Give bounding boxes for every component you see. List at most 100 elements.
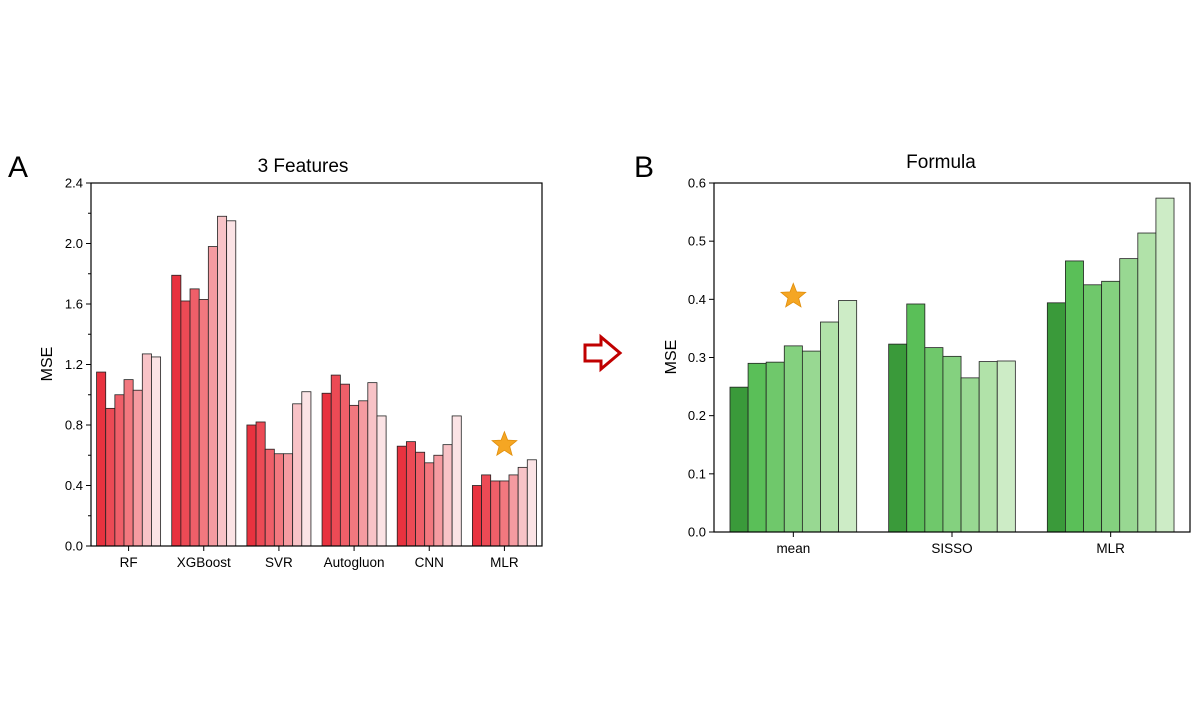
panel-a-bar-cnn-7 (451, 415, 462, 547)
panel-a-bar-autogluon-4 (349, 404, 360, 547)
panel-a-bar-svr-3 (264, 448, 275, 547)
panel-a-y-tick-label: 0.4 (65, 478, 83, 493)
panel-a-y-tick-label: 0.0 (65, 539, 83, 554)
panel-a-bar-cnn-3 (415, 451, 426, 547)
panel-a-bar-rf-5 (132, 389, 143, 547)
panel-a-title: 3 Features (258, 156, 349, 177)
panel-a-bar-mlr-6 (517, 466, 528, 547)
panel-a-bar-xgboost-7 (226, 220, 237, 547)
panel-b-y-tick-label: 0.0 (688, 525, 706, 540)
panel-b-plot-area: mean SISSO MLR 0.0 0.1 0.2 0.3 0.4 0.5 0.6 (688, 176, 1191, 556)
panel-b-bar-mlr-5 (1119, 258, 1139, 533)
panel-a-bar-rf-4 (123, 379, 134, 547)
panel-b-bar-mean-2 (747, 362, 767, 533)
panel-b-bar-mean-7 (838, 300, 858, 533)
panel-a-bar-rf-7 (151, 356, 162, 547)
panel-a-bar-autogluon-1 (321, 392, 332, 547)
panel-b-bar-sisso-3 (924, 347, 944, 533)
panel-a-bar-xgboost-3 (189, 288, 200, 547)
panel-a-letter: A (8, 151, 28, 184)
panel-b-title: Formula (906, 152, 976, 173)
panel-a-bar-mlr-2 (481, 474, 492, 547)
panel-a-bar-rf-6 (141, 353, 152, 547)
panel-b-y-tick-label: 0.5 (688, 234, 706, 249)
panel-a-bar-svr-7 (301, 391, 312, 547)
panel-a-bar-xgboost-2 (180, 300, 191, 547)
panel-a-x-tick-label: XGBoost (177, 555, 231, 570)
panel-b-bar-mlr-2 (1065, 260, 1084, 533)
panel-a-bar-svr-1 (246, 424, 257, 547)
panel-b-y-tick-label: 0.6 (688, 176, 706, 191)
star-icon (779, 282, 807, 308)
panel-a-bar-rf-2 (105, 407, 116, 547)
panel-b-x-tick-label: SISSO (931, 541, 972, 556)
panel-a-bar-rf-1 (96, 371, 107, 547)
panel-b-bar-mean-4 (783, 345, 803, 533)
panel-a-y-tick-label: 1.2 (65, 357, 83, 372)
panel-a-bar-autogluon-5 (358, 400, 369, 547)
panel-a-bar-cnn-5 (433, 454, 444, 547)
panel-a-bar-xgboost-4 (198, 299, 209, 547)
star-icon (491, 430, 518, 457)
panel-b-bar-mlr-6 (1137, 232, 1157, 533)
panel-a-x-tick-label: CNN (415, 555, 444, 570)
panel-b-bar-sisso-5 (960, 377, 980, 533)
panel-a-y-axis-label: MSE (39, 347, 56, 382)
panel-b-letter: B (634, 151, 654, 184)
panel-a-bar-xgboost-1 (171, 274, 182, 547)
panel-b-bar-sisso-2 (906, 303, 926, 533)
panel-b-bar-mlr-7 (1155, 197, 1175, 533)
right-arrow-icon (583, 333, 623, 373)
panel-a-y-tick-label: 2.4 (65, 176, 83, 191)
panel-a-bar-cnn-1 (396, 445, 407, 547)
panel-b-axes-frame (713, 182, 1191, 533)
panel-b-y-tick-label: 0.1 (688, 466, 706, 481)
panel-a-bar-mlr-5 (508, 474, 519, 547)
panel-a-y-tick-label: 2.0 (65, 236, 83, 251)
panel-a-bar-rf-3 (114, 394, 125, 547)
panel-a-x-tick-label: RF (120, 555, 138, 570)
panel-a-bar-cnn-6 (442, 444, 453, 547)
panel-a-plot-area: RF XGBoost SVR Autogluon CNN MLR 0.0 0.4 0.8 1.2 1… (65, 176, 543, 570)
panel-a-bar-cnn-2 (405, 441, 416, 547)
panel-a-bar-cnn-4 (424, 462, 435, 547)
panel-b-y-tick-label: 0.4 (688, 292, 706, 307)
panel-b-bar-mean-1 (729, 386, 749, 533)
panel-b-bar-sisso-1 (888, 343, 908, 533)
panel-a-bar-autogluon-2 (330, 374, 341, 547)
panel-a-chart: A 3 Features MSE RF XGBoost SVR Autogluon CN… (8, 151, 543, 570)
panel-b-bar-sisso-4 (942, 355, 962, 533)
panel-a-x-tick-label: SVR (265, 555, 293, 570)
panel-a-bar-mlr-3 (490, 480, 501, 547)
panel-a-bar-mlr-4 (499, 480, 510, 547)
panel-b-y-axis-label: MSE (663, 340, 680, 375)
panel-a-axes-frame (90, 182, 543, 547)
panel-b-y-tick-label: 0.3 (688, 350, 706, 365)
panel-a-bar-xgboost-6 (217, 215, 228, 547)
panel-b-y-tick-label: 0.2 (688, 408, 706, 423)
panel-a-bar-xgboost-5 (207, 246, 218, 547)
panel-a-y-tick-label: 0.8 (65, 418, 83, 433)
panel-b-bar-mlr-3 (1083, 284, 1103, 533)
panel-a-y-tick-label: 1.6 (65, 297, 83, 312)
panel-a-bar-svr-2 (255, 421, 266, 547)
panel-a-bar-autogluon-7 (376, 415, 387, 547)
panel-a-x-tick-label: MLR (490, 555, 519, 570)
panel-b-bar-sisso-6 (978, 361, 998, 533)
panel-a-bar-mlr-7 (526, 459, 537, 547)
panel-a-bar-svr-6 (292, 403, 303, 547)
panel-a-bar-svr-4 (273, 453, 284, 547)
panel-a-x-tick-label: Autogluon (324, 555, 385, 570)
panel-b-chart: B Formula MSE mean SISSO MLR 0.0 0.1 0.2 0.3 0.… (634, 151, 1191, 556)
panel-b-bar-mlr-4 (1101, 280, 1121, 533)
panel-b-bar-sisso-7 (996, 360, 1016, 533)
panel-b-bar-mean-3 (765, 361, 785, 533)
panel-b-bar-mean-5 (801, 350, 821, 533)
panel-a-bar-autogluon-6 (367, 382, 378, 547)
panel-a-bar-autogluon-3 (339, 383, 350, 547)
panel-b-bar-mlr-1 (1046, 302, 1066, 533)
panel-a-bar-mlr-1 (471, 485, 482, 547)
panel-a-bar-svr-5 (283, 453, 294, 547)
panel-b-x-tick-label: MLR (1096, 541, 1125, 556)
